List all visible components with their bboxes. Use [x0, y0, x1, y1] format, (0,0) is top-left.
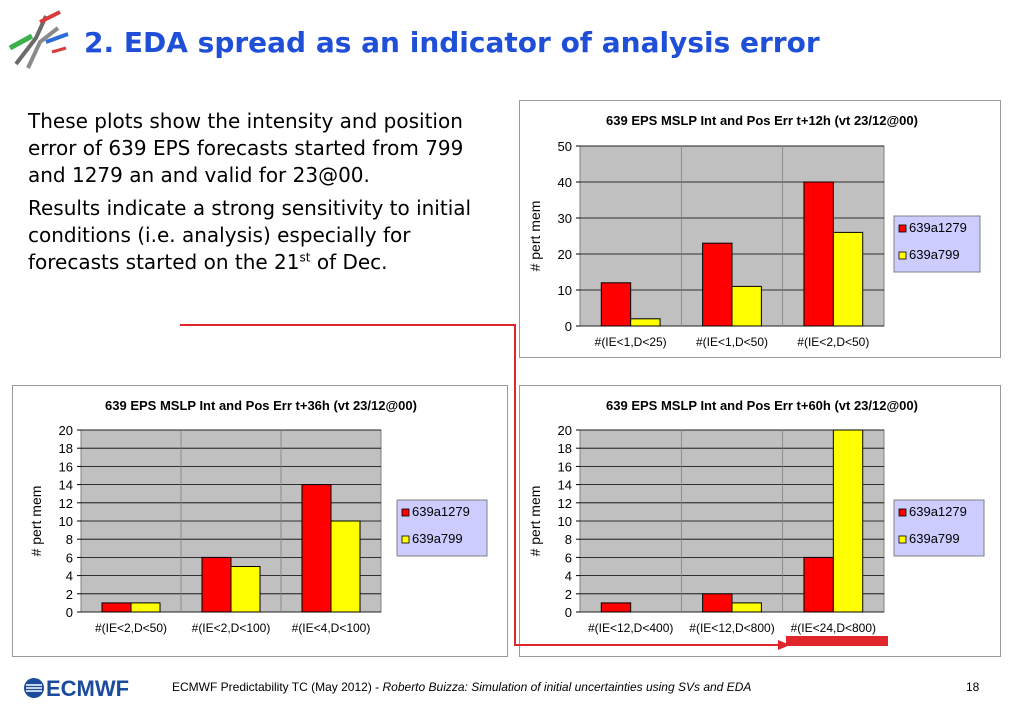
chart-svg: 639 EPS MSLP Int and Pos Err t+60h (vt 2… — [527, 398, 985, 635]
y-tick-label: 0 — [66, 605, 73, 620]
chart-t12h: 639 EPS MSLP Int and Pos Err t+12h (vt 2… — [519, 100, 1001, 358]
bar-639a799-1 — [731, 602, 762, 613]
chart-svg: 639 EPS MSLP Int and Pos Err t+12h (vt 2… — [527, 113, 981, 349]
y-tick-label: 8 — [66, 532, 73, 547]
bar-639a1279-1 — [201, 556, 232, 613]
legend-label: 639a1279 — [412, 504, 470, 519]
y-tick-label: 20 — [558, 247, 572, 262]
chart-title: 639 EPS MSLP Int and Pos Err t+60h (vt 2… — [606, 398, 918, 413]
y-tick-label: 50 — [558, 139, 572, 154]
bar-639a799-1 — [230, 566, 261, 613]
y-axis-label: # pert mem — [28, 486, 44, 557]
x-tick-label: #(IE<12,D<800) — [689, 621, 774, 635]
y-tick-label: 6 — [565, 550, 572, 565]
y-tick-label: 0 — [565, 605, 572, 620]
legend-swatch — [898, 251, 907, 260]
bar-639a799-1 — [731, 285, 762, 327]
bar-639a799-0 — [630, 318, 661, 327]
y-tick-label: 10 — [59, 514, 73, 529]
y-tick-label: 40 — [558, 175, 572, 190]
y-tick-label: 16 — [59, 459, 73, 474]
bar-639a799-0 — [130, 602, 161, 613]
paragraph-1: These plots show the intensity and posit… — [28, 109, 464, 187]
y-tick-label: 4 — [66, 569, 73, 584]
y-tick-label: 4 — [565, 569, 572, 584]
x-tick-label: #(IE<12,D<400) — [588, 621, 673, 635]
chart-title: 639 EPS MSLP Int and Pos Err t+12h (vt 2… — [606, 113, 918, 128]
y-tick-label: 30 — [558, 211, 572, 226]
y-tick-label: 18 — [59, 441, 73, 456]
chart-svg: 639 EPS MSLP Int and Pos Err t+36h (vt 2… — [28, 398, 488, 635]
chart-t36h: 639 EPS MSLP Int and Pos Err t+36h (vt 2… — [12, 385, 508, 657]
legend-box — [893, 499, 985, 557]
x-tick-label: #(IE<24,D<800) — [791, 621, 876, 635]
y-tick-label: 16 — [558, 459, 572, 474]
bar-639a1279-2 — [803, 181, 834, 327]
y-tick-label: 6 — [66, 550, 73, 565]
legend-swatch — [898, 224, 907, 233]
ecmwf-logo: ECMWF — [24, 676, 129, 700]
slide-title: 2. EDA spread as an indicator of analysi… — [84, 26, 820, 59]
x-tick-label: #(IE<1,D<50) — [696, 335, 768, 349]
y-tick-label: 20 — [558, 423, 572, 438]
x-tick-label: #(IE<4,D<100) — [292, 621, 371, 635]
footer-org: ECMWF — [46, 676, 129, 700]
bar-639a799-2 — [832, 429, 864, 613]
footer-italic: Roberto Buizza: Simulation of initial un… — [382, 680, 752, 694]
footer-plain: ECMWF Predictability TC (May 2012) - — [172, 680, 383, 694]
legend-swatch — [401, 508, 410, 517]
body-text: These plots show the intensity and posit… — [28, 108, 498, 282]
legend-swatch — [898, 535, 907, 544]
bar-639a1279-0 — [600, 602, 632, 613]
y-tick-label: 0 — [565, 319, 572, 334]
bar-639a799-2 — [832, 231, 864, 327]
y-tick-label: 10 — [558, 514, 572, 529]
bar-639a1279-0 — [600, 282, 632, 327]
y-tick-label: 14 — [59, 478, 73, 493]
chart-title: 639 EPS MSLP Int and Pos Err t+36h (vt 2… — [105, 398, 417, 413]
y-axis-label: # pert mem — [527, 486, 543, 557]
chart-t60h: 639 EPS MSLP Int and Pos Err t+60h (vt 2… — [519, 385, 1001, 657]
bar-639a1279-2 — [803, 556, 834, 613]
legend-swatch — [898, 508, 907, 517]
paragraph-2-sup: st — [299, 250, 311, 265]
y-tick-label: 20 — [59, 423, 73, 438]
y-tick-label: 2 — [565, 587, 572, 602]
bar-639a1279-1 — [702, 242, 733, 327]
y-tick-label: 12 — [59, 496, 73, 511]
x-tick-label: #(IE<2,D<50) — [95, 621, 167, 635]
legend-label: 639a1279 — [909, 220, 967, 235]
legend-swatch — [401, 535, 410, 544]
x-tick-label: #(IE<2,D<50) — [797, 335, 869, 349]
legend-label: 639a799 — [909, 247, 960, 262]
y-tick-label: 14 — [558, 478, 572, 493]
y-tick-label: 10 — [558, 283, 572, 298]
legend-label: 639a799 — [909, 531, 960, 546]
footer-text: ECMWF Predictability TC (May 2012) - Rob… — [172, 680, 751, 694]
x-tick-label: #(IE<1,D<25) — [595, 335, 667, 349]
paragraph-2: Results indicate a strong sensitivity to… — [28, 195, 498, 276]
legend-label: 639a1279 — [909, 504, 967, 519]
paragraph-2-tail: of Dec. — [310, 250, 388, 274]
legend-box — [893, 215, 981, 273]
y-tick-label: 12 — [558, 496, 572, 511]
ecmwf-figure-logo — [8, 10, 69, 69]
legend-label: 639a799 — [412, 531, 463, 546]
x-tick-label: #(IE<2,D<100) — [192, 621, 271, 635]
y-tick-label: 2 — [66, 587, 73, 602]
page-number: 18 — [966, 680, 980, 694]
y-axis-label: # pert mem — [527, 201, 543, 272]
paragraph-2-main: Results indicate a strong sensitivity to… — [28, 196, 472, 274]
bar-639a1279-1 — [702, 593, 733, 613]
y-tick-label: 18 — [558, 441, 572, 456]
bar-639a799-2 — [330, 520, 361, 613]
bar-639a1279-0 — [101, 602, 132, 613]
y-tick-label: 8 — [565, 532, 572, 547]
bar-639a1279-2 — [301, 484, 332, 613]
